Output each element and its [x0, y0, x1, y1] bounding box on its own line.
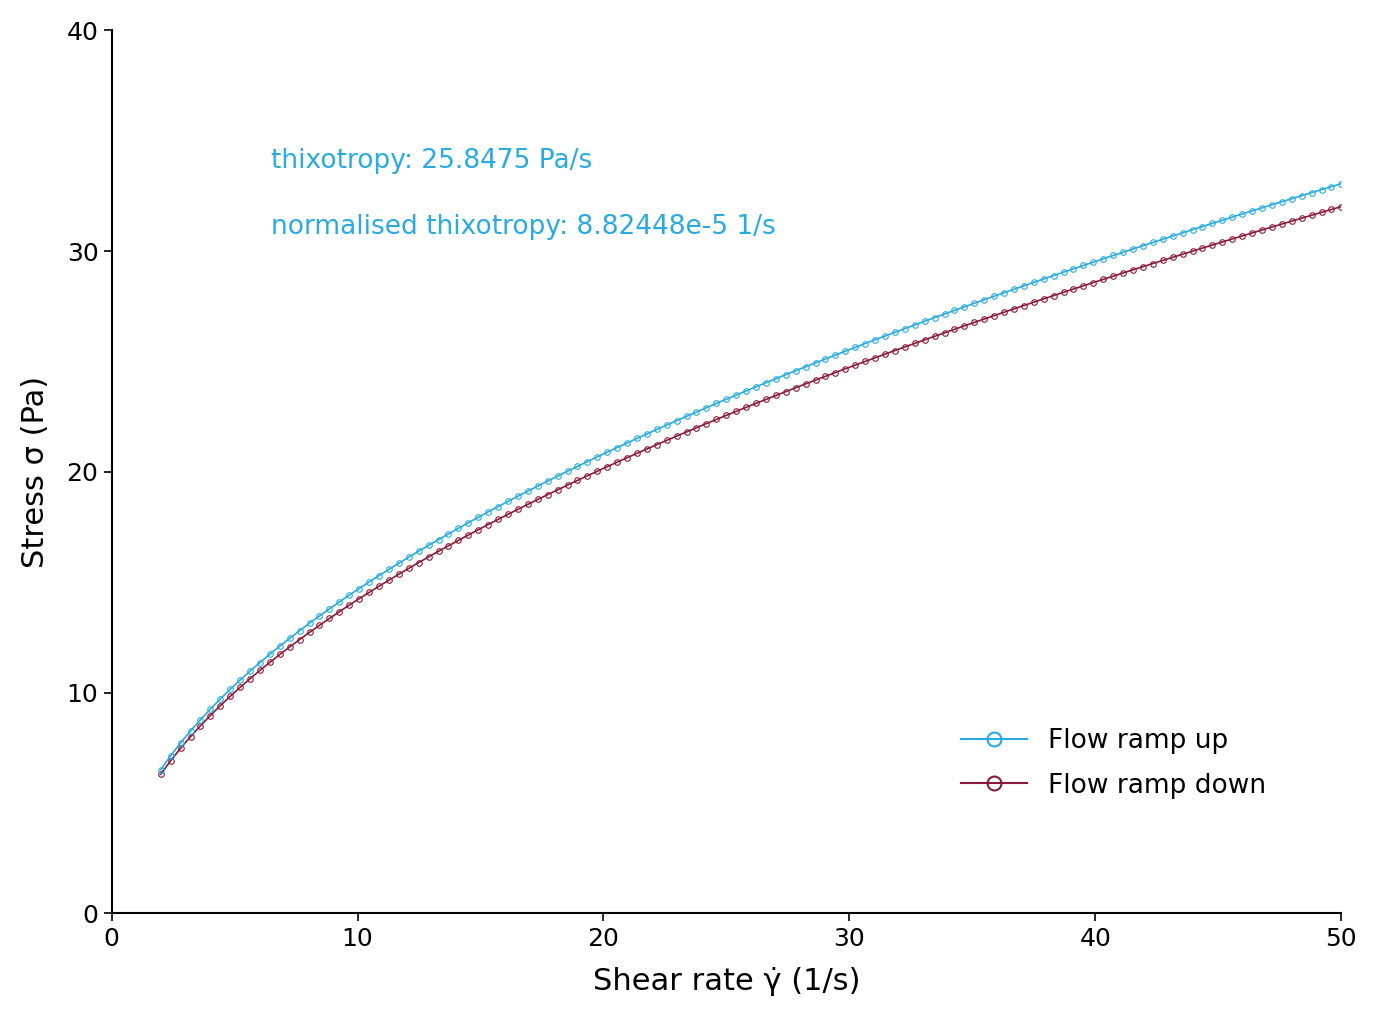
Flow ramp up — [1084, 256, 1101, 268]
Flow ramp down — [808, 374, 824, 386]
Flow ramp up — [1333, 178, 1349, 190]
Flow ramp up — [401, 551, 418, 563]
Line: Flow ramp up: Flow ramp up — [158, 181, 1344, 773]
Text: thixotropy: 25.8475 Pa/s: thixotropy: 25.8475 Pa/s — [271, 147, 593, 174]
Flow ramp down — [1084, 277, 1101, 289]
Line: Flow ramp down: Flow ramp down — [158, 203, 1344, 777]
Y-axis label: Stress σ (Pa): Stress σ (Pa) — [21, 375, 50, 567]
Flow ramp down — [1294, 213, 1310, 225]
Flow ramp up — [966, 297, 983, 309]
Flow ramp up — [470, 512, 486, 524]
Flow ramp up — [1294, 189, 1310, 201]
X-axis label: Shear rate γ̇ (1/s): Shear rate γ̇ (1/s) — [593, 967, 860, 997]
Flow ramp down — [1333, 200, 1349, 213]
Flow ramp up — [153, 764, 169, 776]
Flow ramp down — [470, 524, 486, 536]
Text: normalised thixotropy: 8.82448e-5 1/s: normalised thixotropy: 8.82448e-5 1/s — [271, 214, 776, 240]
Flow ramp down — [401, 562, 418, 575]
Flow ramp down — [153, 768, 169, 780]
Flow ramp up — [808, 357, 824, 369]
Flow ramp down — [966, 316, 983, 328]
Legend: Flow ramp up, Flow ramp down: Flow ramp up, Flow ramp down — [947, 715, 1279, 812]
